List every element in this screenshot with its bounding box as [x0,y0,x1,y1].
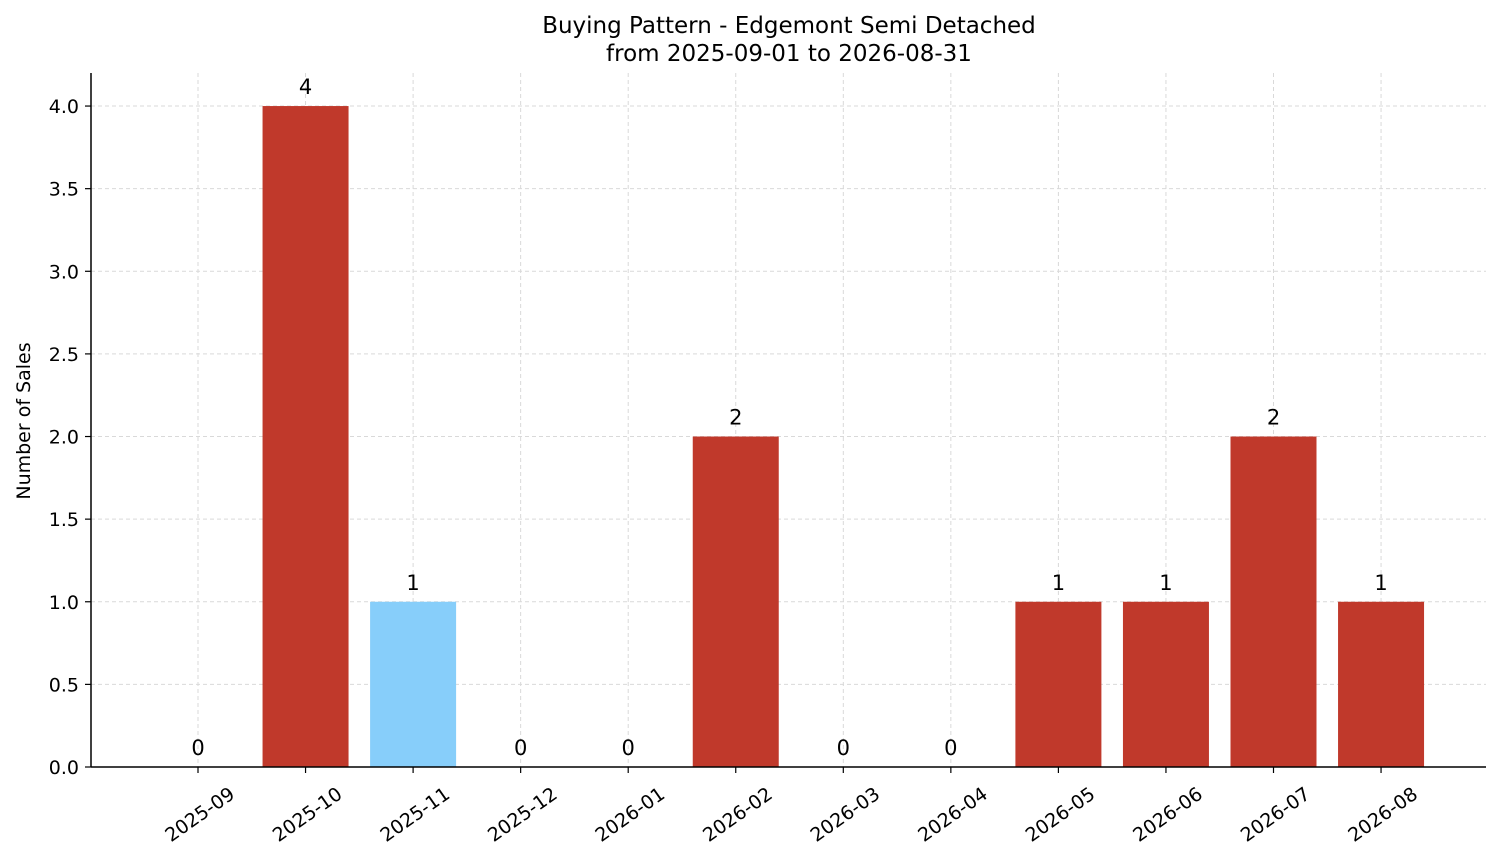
y-tick-label: 2.5 [49,344,79,366]
x-tick-label: 2026-01 [591,783,669,847]
x-tick-label: 2025-10 [269,783,347,847]
y-tick-label: 1.0 [49,592,79,614]
data-label: 0 [944,736,957,760]
x-tick-label: 2025-12 [484,783,562,847]
y-tick-label: 0.0 [49,757,79,779]
y-tick-label: 3.5 [49,179,79,201]
chart-subtitle: from 2025-09-01 to 2026-08-31 [606,41,972,67]
bars-layer [262,106,1425,768]
bar-2026-02 [692,436,779,767]
data-label: 2 [1267,406,1280,430]
x-tick-label: 2026-06 [1129,783,1207,847]
x-tick-label: 2026-03 [807,783,885,847]
bar-2026-07 [1230,436,1317,767]
y-tick-label: 0.5 [49,674,79,696]
data-label: 1 [1052,571,1065,595]
data-label: 0 [837,736,850,760]
data-label: 0 [514,736,527,760]
bar-2026-08 [1338,601,1425,767]
y-tick-label: 2.0 [49,427,79,449]
chart-title: Buying Pattern - Edgemont Semi Detached [542,13,1036,39]
x-tick-label: 2025-11 [376,783,454,847]
x-tick-label: 2026-08 [1344,783,1422,847]
bar-2026-05 [1015,601,1102,767]
x-tick-label: 2026-04 [914,783,992,847]
y-tick-label: 3.0 [49,261,79,283]
bar-2025-11 [370,601,457,767]
data-label: 0 [191,736,204,760]
data-labels-layer: 0 4 1 0 0 2 0 0 1 1 2 1 [191,75,1387,760]
data-label: 1 [406,571,419,595]
y-tick-label: 4.0 [49,96,79,118]
data-label: 0 [622,736,635,760]
data-label: 1 [1374,571,1387,595]
data-label: 4 [299,75,312,99]
y-tick-label: 1.5 [49,509,79,531]
x-tick-label: 2025-09 [161,783,239,847]
x-tick-label: 2026-07 [1237,783,1315,847]
x-tick-label: 2026-05 [1022,783,1100,847]
y-axis-label: Number of Sales [13,342,35,499]
data-label: 1 [1159,571,1172,595]
bar-2025-10 [262,106,349,768]
bar-2026-06 [1122,601,1209,767]
x-tick-label: 2026-02 [699,783,777,847]
data-label: 2 [729,406,742,430]
